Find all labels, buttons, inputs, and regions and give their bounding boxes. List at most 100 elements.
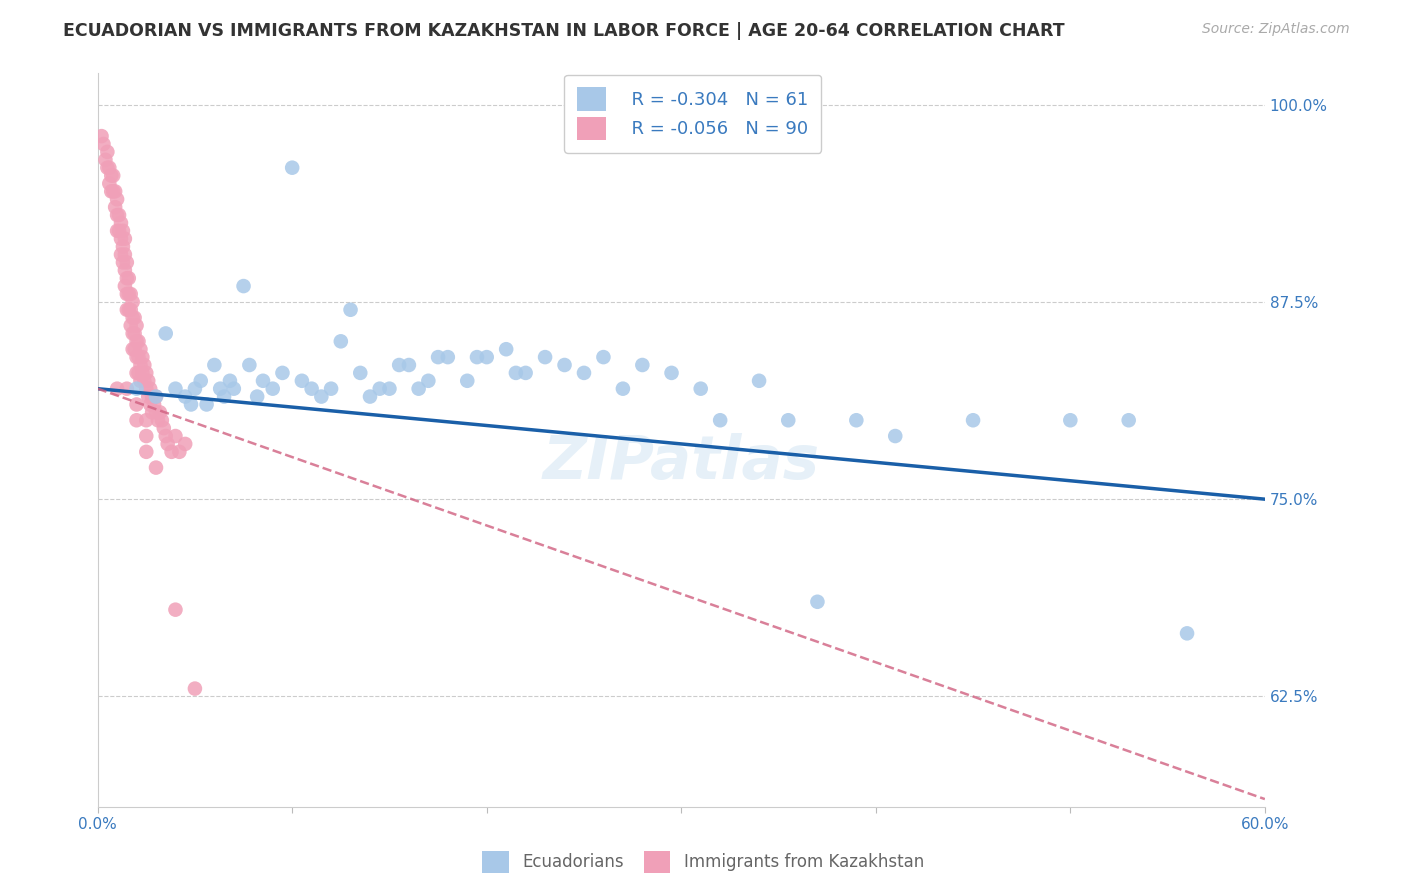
Point (165, 382, 187, 396)
Point (110, 216, 132, 230)
Point (232, 279, 254, 293)
Point (149, 405, 172, 419)
Point (139, 382, 162, 396)
Point (111, 224, 134, 238)
Point (408, 382, 430, 396)
Point (100, 169, 122, 183)
Point (96, 161, 118, 175)
Point (143, 397, 166, 411)
Point (212, 390, 235, 404)
Point (1059, 413, 1081, 427)
Point (129, 374, 152, 388)
Point (778, 413, 800, 427)
Point (349, 366, 371, 380)
Point (748, 374, 770, 388)
Point (135, 413, 157, 427)
Point (118, 271, 141, 285)
Point (104, 200, 127, 214)
Point (689, 382, 711, 396)
Point (135, 429, 157, 443)
Point (339, 302, 361, 317)
Point (118, 287, 141, 301)
Point (129, 358, 152, 372)
Point (135, 445, 157, 459)
Point (105, 224, 128, 238)
Point (806, 595, 828, 609)
Point (103, 169, 125, 183)
Point (271, 366, 294, 380)
Point (124, 310, 146, 325)
Point (709, 413, 731, 427)
Point (98, 177, 121, 191)
Point (572, 366, 595, 380)
Point (145, 460, 167, 475)
Point (125, 334, 148, 349)
Point (1118, 413, 1140, 427)
Point (115, 287, 138, 301)
Point (174, 437, 197, 451)
Point (174, 390, 197, 404)
Point (111, 255, 134, 269)
Point (592, 350, 614, 364)
Point (131, 366, 153, 380)
Point (281, 161, 304, 175)
Point (139, 397, 162, 411)
Point (125, 350, 148, 364)
Point (110, 232, 132, 246)
Point (252, 374, 274, 388)
Point (103, 185, 125, 199)
Point (100, 185, 122, 199)
Point (120, 318, 142, 333)
Point (495, 342, 517, 356)
Legend: Ecuadorians, Immigrants from Kazakhstan: Ecuadorians, Immigrants from Kazakhstan (475, 845, 931, 880)
Point (612, 382, 634, 396)
Point (661, 366, 683, 380)
Point (845, 413, 868, 427)
Point (165, 602, 187, 616)
Point (190, 374, 212, 388)
Point (262, 382, 284, 396)
Point (515, 366, 537, 380)
Point (121, 310, 143, 325)
Point (114, 263, 136, 277)
Point (141, 405, 163, 419)
Point (90, 129, 112, 144)
Point (114, 247, 136, 261)
Point (184, 681, 207, 696)
Point (238, 358, 260, 372)
Point (246, 390, 269, 404)
Point (120, 302, 142, 317)
Point (368, 382, 391, 396)
Point (134, 358, 156, 372)
Point (155, 326, 177, 341)
Point (301, 382, 323, 396)
Point (124, 342, 146, 356)
Point (98, 161, 121, 175)
Point (155, 429, 177, 443)
Point (554, 358, 576, 372)
Point (534, 350, 557, 364)
Point (96, 145, 118, 159)
Point (319, 382, 342, 396)
Point (329, 334, 352, 349)
Point (120, 287, 142, 301)
Point (359, 390, 381, 404)
Point (105, 208, 128, 222)
Point (115, 255, 138, 269)
Point (195, 397, 218, 411)
Point (131, 350, 153, 364)
Point (427, 350, 450, 364)
Point (115, 271, 138, 285)
Point (104, 185, 127, 199)
Point (124, 326, 146, 341)
Point (108, 208, 131, 222)
Point (505, 366, 527, 380)
Point (114, 279, 136, 293)
Point (631, 358, 654, 372)
Point (118, 302, 141, 317)
Point (125, 413, 148, 427)
Point (475, 350, 498, 364)
Point (125, 366, 148, 380)
Point (180, 397, 202, 411)
Point (125, 318, 148, 333)
